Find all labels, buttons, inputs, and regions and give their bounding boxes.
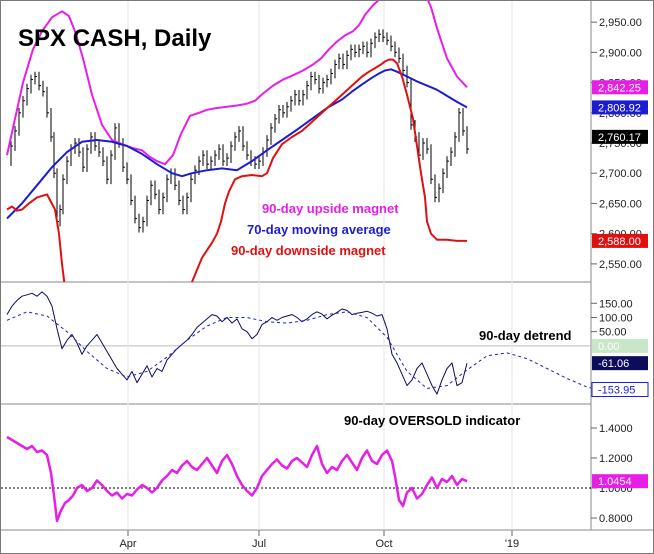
- y-tick-label: 1.2000: [599, 453, 633, 465]
- annotation-moving-average: 70-day moving average: [247, 222, 391, 237]
- series-line-0-2: [6, 58, 467, 282]
- last-value-label: -153.95: [598, 385, 635, 397]
- last-value-tag: 0.00: [592, 338, 648, 353]
- x-tick-labels: Apr Jul Oct '19: [119, 530, 519, 550]
- price-bars: [10, 29, 469, 233]
- last-value-tag: 2,588.00: [592, 233, 648, 248]
- series-line-1-1: [6, 311, 591, 389]
- last-value-box: [592, 100, 648, 115]
- series-line-0-1: [6, 68, 468, 220]
- annotation-upside-magnet: 90-day upside magnet: [262, 201, 399, 216]
- annotation-oversold: 90-day OVERSOLD indicator: [344, 413, 520, 428]
- last-value-box: [592, 129, 648, 144]
- annotation-detrend: 90-day detrend: [479, 328, 572, 343]
- series-line-1-0: [6, 291, 468, 395]
- last-value-box: [592, 338, 648, 353]
- last-value-label: 2,760.17: [598, 132, 641, 144]
- series-line-0-0: [6, 1, 468, 166]
- last-value-box: [591, 382, 649, 398]
- last-value-tag: -61.06: [592, 356, 648, 371]
- last-value-tag: -153.95: [591, 382, 649, 398]
- x-tick-label: '19: [505, 538, 519, 550]
- last-value-box: [592, 233, 648, 248]
- y-tick-label: 0.8000: [599, 513, 633, 525]
- last-value-box: [592, 474, 648, 489]
- last-value-tags: 2,842.25 2,808.92 2,760.17 2,588.00 0.00 -61.…: [591, 80, 649, 489]
- y-tick-label: 150.00: [599, 298, 633, 310]
- last-value-label: 0.00: [598, 341, 619, 353]
- series-line-2-0: [6, 435, 468, 523]
- last-value-box: [592, 80, 648, 95]
- last-value-box: [592, 356, 648, 371]
- y-tick-label: 2,550.00: [599, 259, 642, 271]
- last-value-tag: 2,842.25: [592, 80, 648, 95]
- y-tick-label: 1.4000: [599, 423, 633, 435]
- last-value-tag: 1.0454: [592, 474, 648, 489]
- last-value-label: 1.0454: [598, 476, 632, 488]
- y-tick-label: 50.00: [599, 327, 627, 339]
- x-tick-label: Jul: [252, 538, 266, 550]
- last-value-label: -61.06: [598, 358, 629, 370]
- last-value-label: 2,842.25: [598, 82, 641, 94]
- x-tick-label: Oct: [375, 538, 392, 550]
- last-value-label: 2,588.00: [598, 236, 641, 248]
- y-tick-label: 2,950.00: [599, 17, 642, 29]
- gridlines: [1, 1, 597, 530]
- y-tick-label: 2,700.00: [599, 168, 642, 180]
- series-layer: [6, 1, 591, 523]
- last-value-label: 2,808.92: [598, 102, 641, 114]
- x-tick-label: Apr: [119, 538, 136, 550]
- annotation-downside-magnet: 90-day downside magnet: [231, 243, 386, 258]
- chart-title: SPX CASH, Daily: [18, 25, 212, 52]
- y-tick-label: 2,650.00: [599, 198, 642, 210]
- last-value-tag: 2,808.92: [592, 100, 648, 115]
- last-value-tag: 2,760.17: [592, 129, 648, 144]
- y-tick-label: 100.00: [599, 312, 633, 324]
- y-tick-label: 2,900.00: [599, 47, 642, 59]
